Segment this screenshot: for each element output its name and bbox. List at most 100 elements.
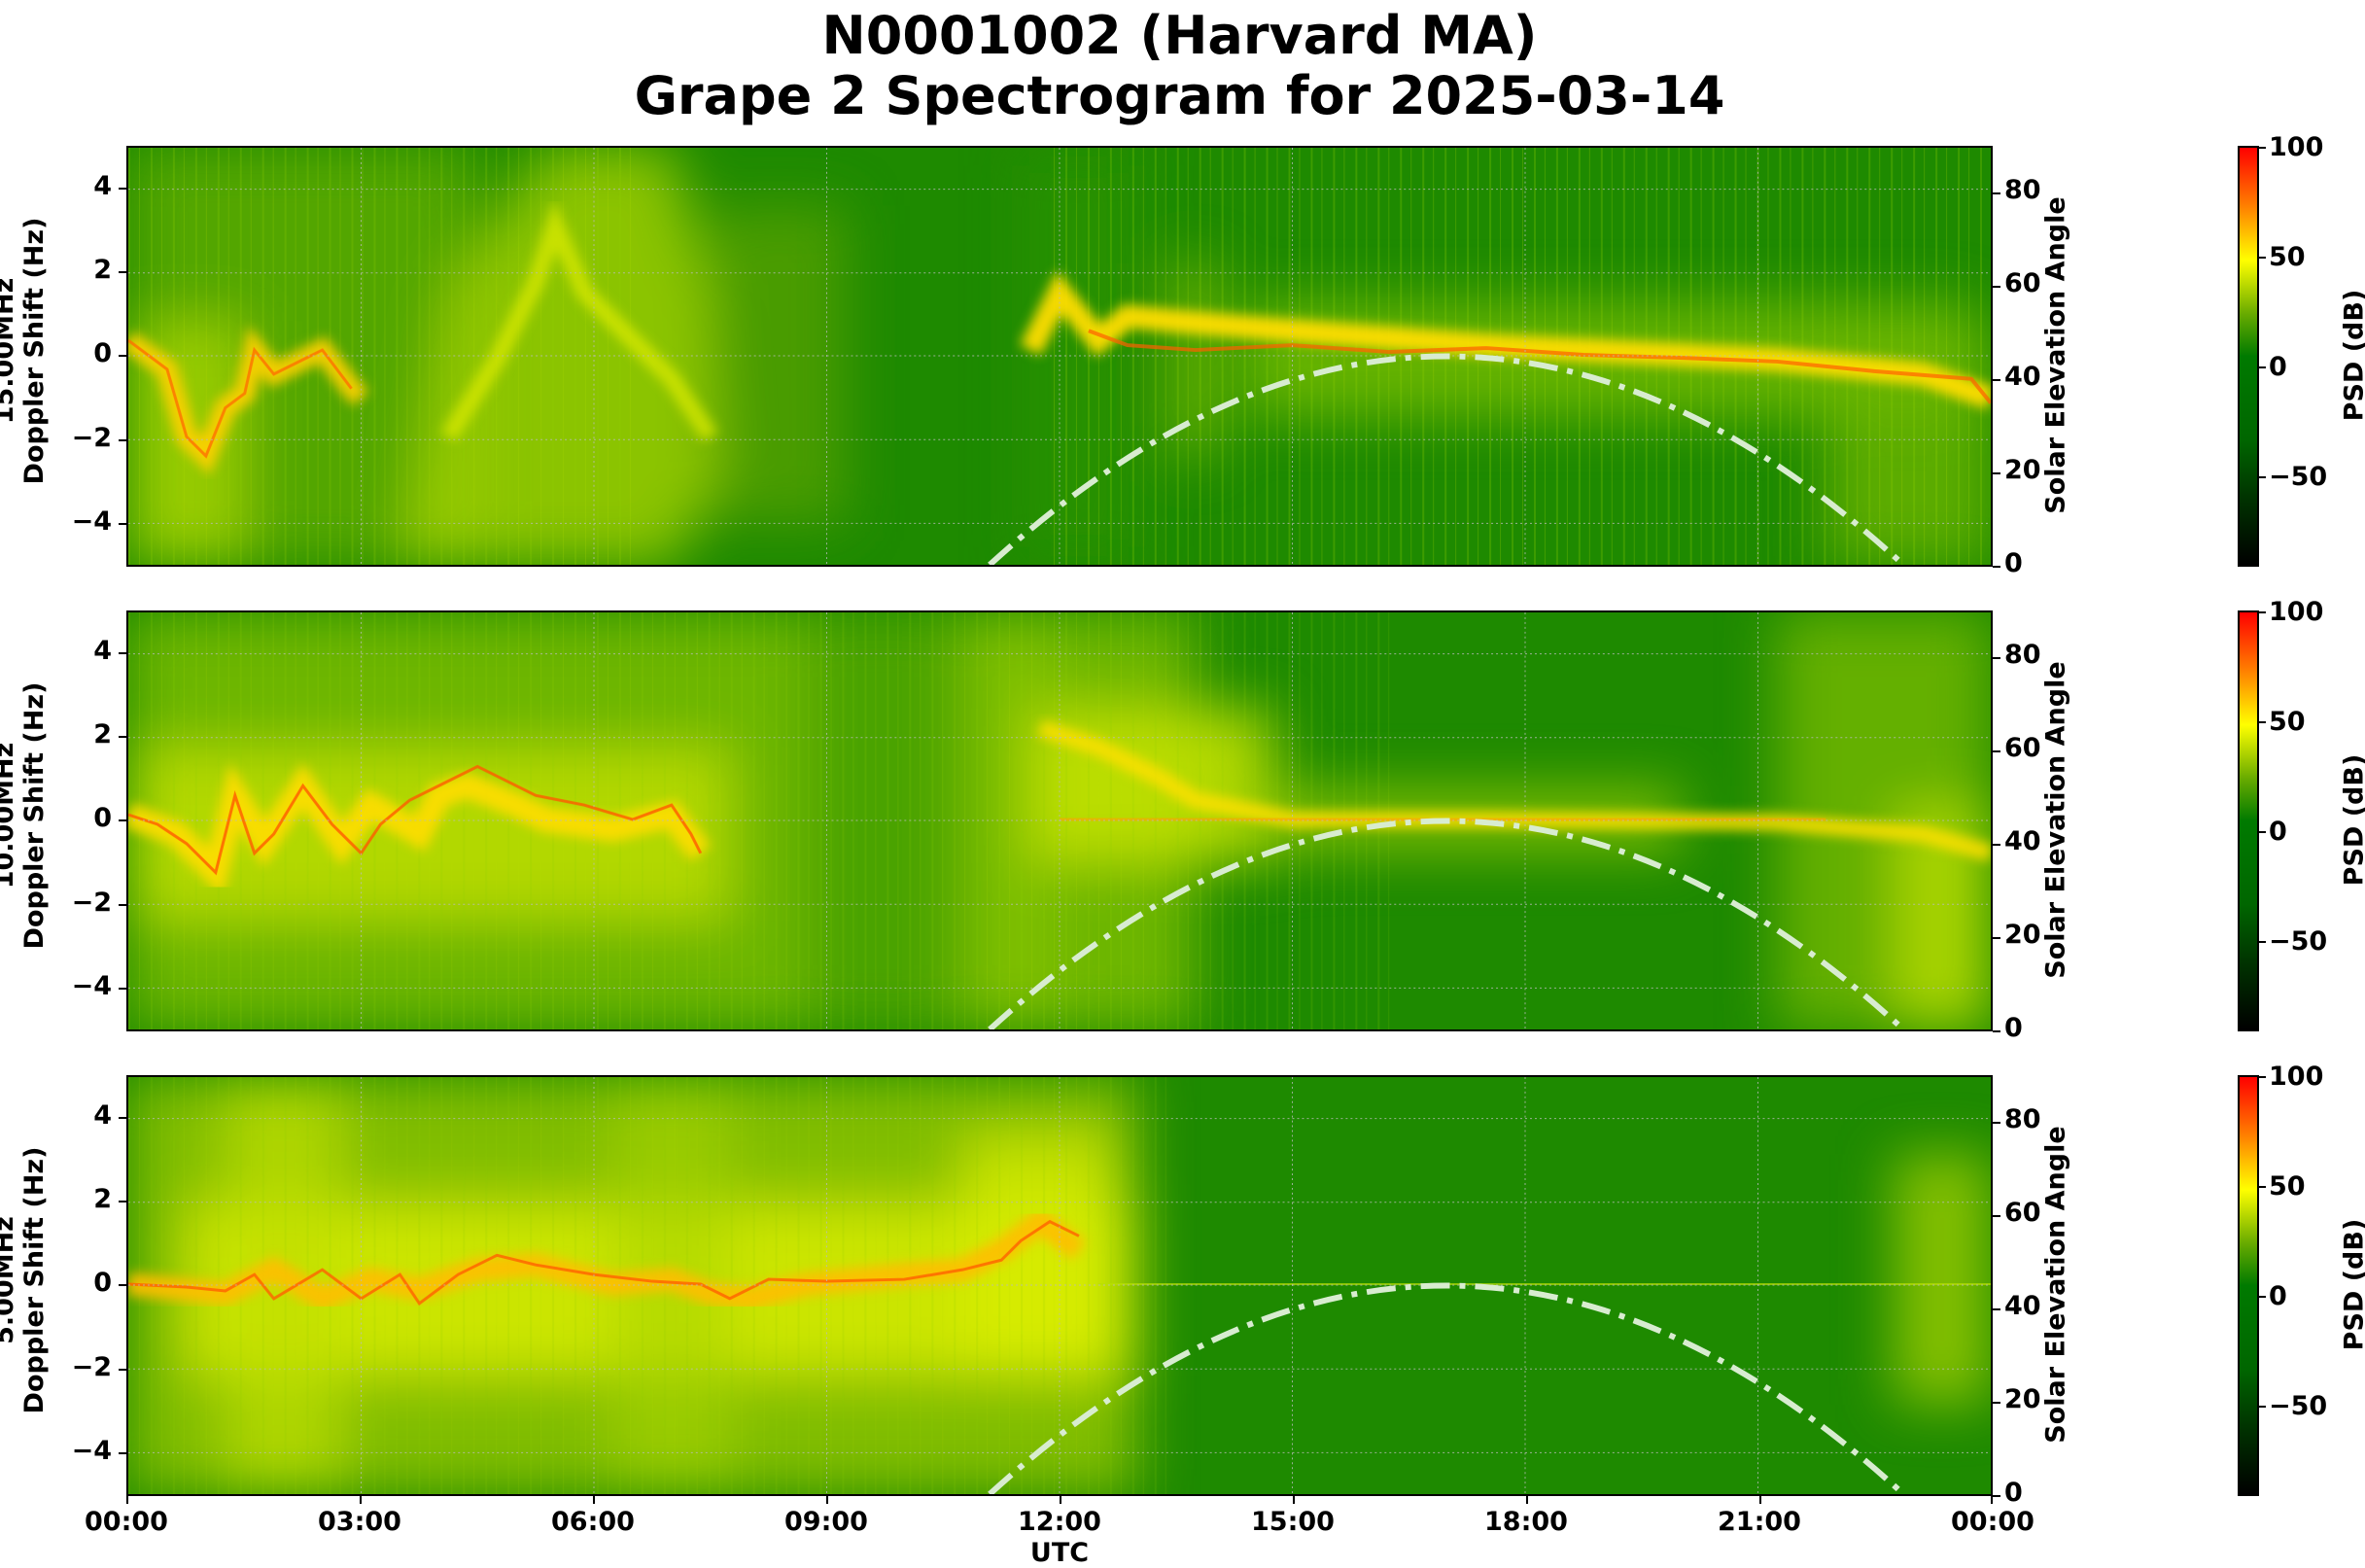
tick-mark: [1993, 1402, 2000, 1404]
rtick: 80: [2004, 175, 2041, 205]
spectrogram-panel-5mhz: [126, 1075, 1993, 1496]
tick-mark: [119, 904, 126, 906]
tick-mark: [1526, 1496, 1528, 1504]
tick-mark: [826, 1496, 828, 1504]
colorbar-gradient: [2238, 146, 2259, 567]
tick-mark: [1993, 844, 2000, 846]
spectrogram-panel-15mhz: [126, 146, 1993, 567]
ytick: 4: [93, 1100, 112, 1131]
tick-mark: [2259, 257, 2266, 259]
ytick: −2: [71, 423, 112, 453]
rtick: 0: [2004, 548, 2023, 578]
ytick: 2: [93, 719, 112, 749]
rtick: 60: [2004, 268, 2041, 298]
tick-mark: [1060, 1496, 1061, 1504]
colorbar-tick: 0: [2269, 1281, 2287, 1311]
ytick: −4: [71, 506, 112, 537]
tick-mark: [1993, 379, 2000, 381]
xtick: 18:00: [1484, 1507, 1568, 1537]
tick-mark: [1993, 1495, 2000, 1497]
tick-mark: [119, 1117, 126, 1119]
tick-mark: [119, 1284, 126, 1286]
x-axis-label: UTC: [1029, 1538, 1090, 1568]
colorbar-label: PSD (dB): [2339, 1218, 2365, 1351]
tick-mark: [119, 188, 126, 190]
xtick: 00:00: [1951, 1507, 2035, 1537]
tick-mark: [2259, 831, 2266, 833]
tick-mark: [126, 1496, 128, 1504]
colorbar-gradient: [2238, 610, 2259, 1031]
xtick: 15:00: [1251, 1507, 1335, 1537]
ytick: −4: [71, 1436, 112, 1466]
ytick: 0: [93, 803, 112, 833]
tick-mark: [2259, 611, 2266, 613]
ytick: 0: [93, 338, 112, 368]
colorbar-label: PSD (dB): [2339, 289, 2365, 422]
tick-mark: [2259, 721, 2266, 723]
rtick: 0: [2004, 1013, 2023, 1043]
colorbar-tick: 50: [2269, 1171, 2306, 1202]
colorbar-tick: 100: [2269, 1062, 2324, 1092]
ylabel-5mhz: 5.00MHz Doppler Shift (Hz): [0, 1146, 50, 1414]
xtick: 03:00: [318, 1507, 401, 1537]
tick-mark: [1993, 657, 2000, 659]
tick-mark: [119, 819, 126, 821]
tick-mark: [1993, 566, 2000, 568]
rtick: 60: [2004, 733, 2041, 763]
rtick: 40: [2004, 362, 2041, 392]
tick-mark: [2259, 1076, 2266, 1078]
solar-elevation-curve: [988, 353, 1906, 565]
tick-mark: [119, 1452, 126, 1454]
tick-mark: [360, 1496, 362, 1504]
tick-mark: [1993, 472, 2000, 474]
tick-mark: [119, 652, 126, 654]
tick-mark: [1993, 1030, 2000, 1032]
ytick: −2: [71, 888, 112, 918]
ylabel-15mhz: 15.00MHz Doppler Shift (Hz): [0, 217, 50, 485]
colorbar-tick: 50: [2269, 242, 2306, 272]
tick-mark: [119, 736, 126, 738]
colorbar-tick: 50: [2269, 707, 2306, 737]
colorbar-tick: 100: [2269, 597, 2324, 627]
tick-mark: [119, 439, 126, 441]
rtick: 20: [2004, 455, 2041, 485]
rtick: 40: [2004, 1291, 2041, 1321]
tick-mark: [1993, 937, 2000, 939]
colorbar-tick: −50: [2269, 926, 2328, 957]
spectrogram-10mhz: [128, 612, 1991, 1029]
xtick: 00:00: [85, 1507, 168, 1537]
colorbar-label: PSD (dB): [2339, 753, 2365, 887]
tick-mark: [119, 271, 126, 273]
colorbar-gradient: [2238, 1075, 2259, 1496]
xtick: 06:00: [551, 1507, 635, 1537]
rtick: 40: [2004, 826, 2041, 856]
rtick: 20: [2004, 920, 2041, 950]
ytick: −2: [71, 1352, 112, 1382]
xtick: 12:00: [1018, 1507, 1101, 1537]
ytick: 0: [93, 1268, 112, 1298]
tick-mark: [2259, 941, 2266, 943]
tick-mark: [2259, 1186, 2266, 1188]
tick-mark: [2259, 476, 2266, 478]
tick-mark: [1993, 192, 2000, 194]
solar-elevation-curve: [988, 818, 1906, 1029]
tick-mark: [1991, 1496, 1993, 1504]
ylabel-10mhz: 10.00MHz Doppler Shift (Hz): [0, 681, 50, 950]
rtick: 0: [2004, 1478, 2023, 1508]
tick-mark: [1993, 286, 2000, 288]
tick-mark: [119, 523, 126, 525]
tick-mark: [119, 1369, 126, 1371]
rtick: 80: [2004, 640, 2041, 670]
tick-mark: [2259, 1296, 2266, 1298]
tick-mark: [1993, 1308, 2000, 1310]
tick-mark: [119, 1201, 126, 1202]
tick-mark: [119, 988, 126, 990]
solar-elevation-label: Solar Elevation Angle: [2040, 196, 2071, 514]
spectrogram-panel-10mhz: [126, 610, 1993, 1031]
solar-elevation-curve: [988, 1282, 1906, 1494]
rtick: 20: [2004, 1384, 2041, 1414]
tick-mark: [2259, 366, 2266, 368]
rtick: 80: [2004, 1104, 2041, 1134]
xtick: 09:00: [784, 1507, 868, 1537]
ytick: 2: [93, 1184, 112, 1214]
